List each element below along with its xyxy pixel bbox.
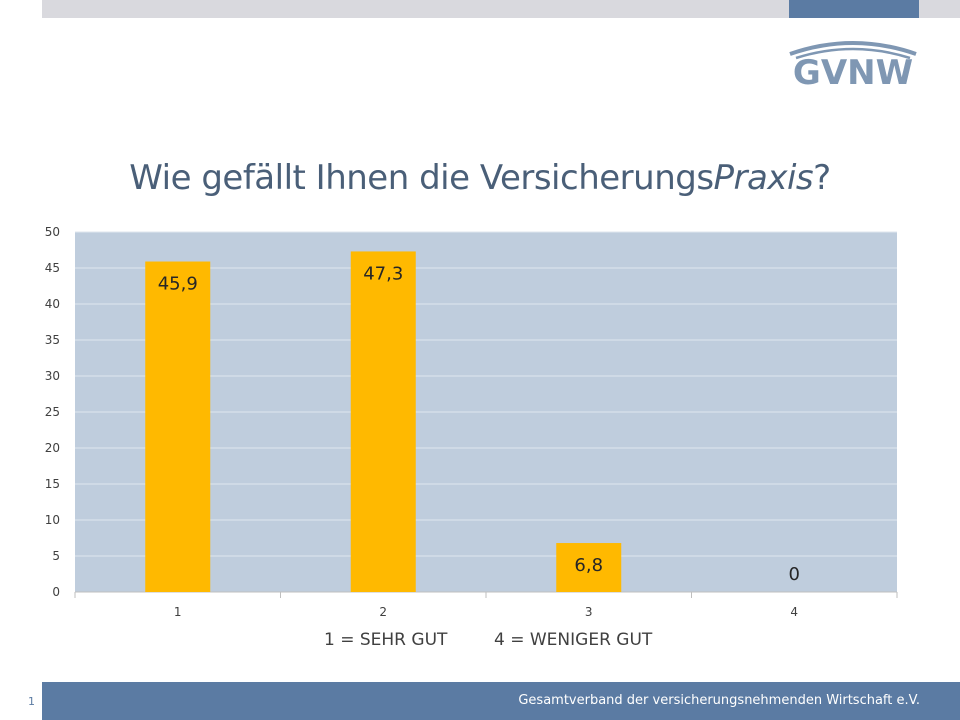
x-tick-label: 1 [174, 605, 182, 619]
bar [145, 261, 211, 592]
y-tick-label: 40 [45, 297, 60, 311]
logo-text: GVNW [793, 53, 913, 88]
chart-title: Wie gefällt Ihnen die VersicherungsPraxi… [0, 158, 960, 198]
y-tick-label: 15 [45, 477, 60, 491]
data-label: 6,8 [574, 555, 603, 576]
y-tick-label: 0 [52, 585, 60, 599]
bar [556, 543, 622, 592]
legend-weniger-gut: 4 = WENIGER GUT [494, 630, 653, 650]
y-tick-label: 50 [45, 225, 60, 239]
y-tick-label: 30 [45, 369, 60, 383]
page-number: 1 [28, 695, 35, 708]
gvnw-logo: GVNW [789, 41, 917, 88]
y-tick-label: 5 [52, 549, 60, 563]
y-tick-label: 10 [45, 513, 60, 527]
y-tick-label: 25 [45, 405, 60, 419]
top-bar-accent [789, 0, 919, 18]
x-tick-label: 2 [379, 605, 387, 619]
data-label: 45,9 [158, 274, 198, 295]
top-bar [42, 0, 960, 18]
title-end: ? [813, 158, 831, 198]
y-tick-label: 35 [45, 333, 60, 347]
data-label: 47,3 [363, 263, 403, 284]
title-italic: Praxis [713, 158, 814, 198]
bar [350, 251, 416, 592]
x-tick-label: 3 [585, 605, 593, 619]
legend-sehr-gut: 1 = SEHR GUT [324, 630, 448, 650]
y-tick-label: 20 [45, 441, 60, 455]
data-label: 0 [789, 564, 800, 585]
x-tick-label: 4 [790, 605, 798, 619]
title-main: Wie gefällt Ihnen die Versicherungs [129, 158, 714, 198]
footer-text: Gesamtverband der versicherungsnehmenden… [518, 693, 920, 708]
y-tick-label: 45 [45, 261, 60, 275]
footer-bar: Gesamtverband der versicherungsnehmenden… [42, 682, 960, 720]
